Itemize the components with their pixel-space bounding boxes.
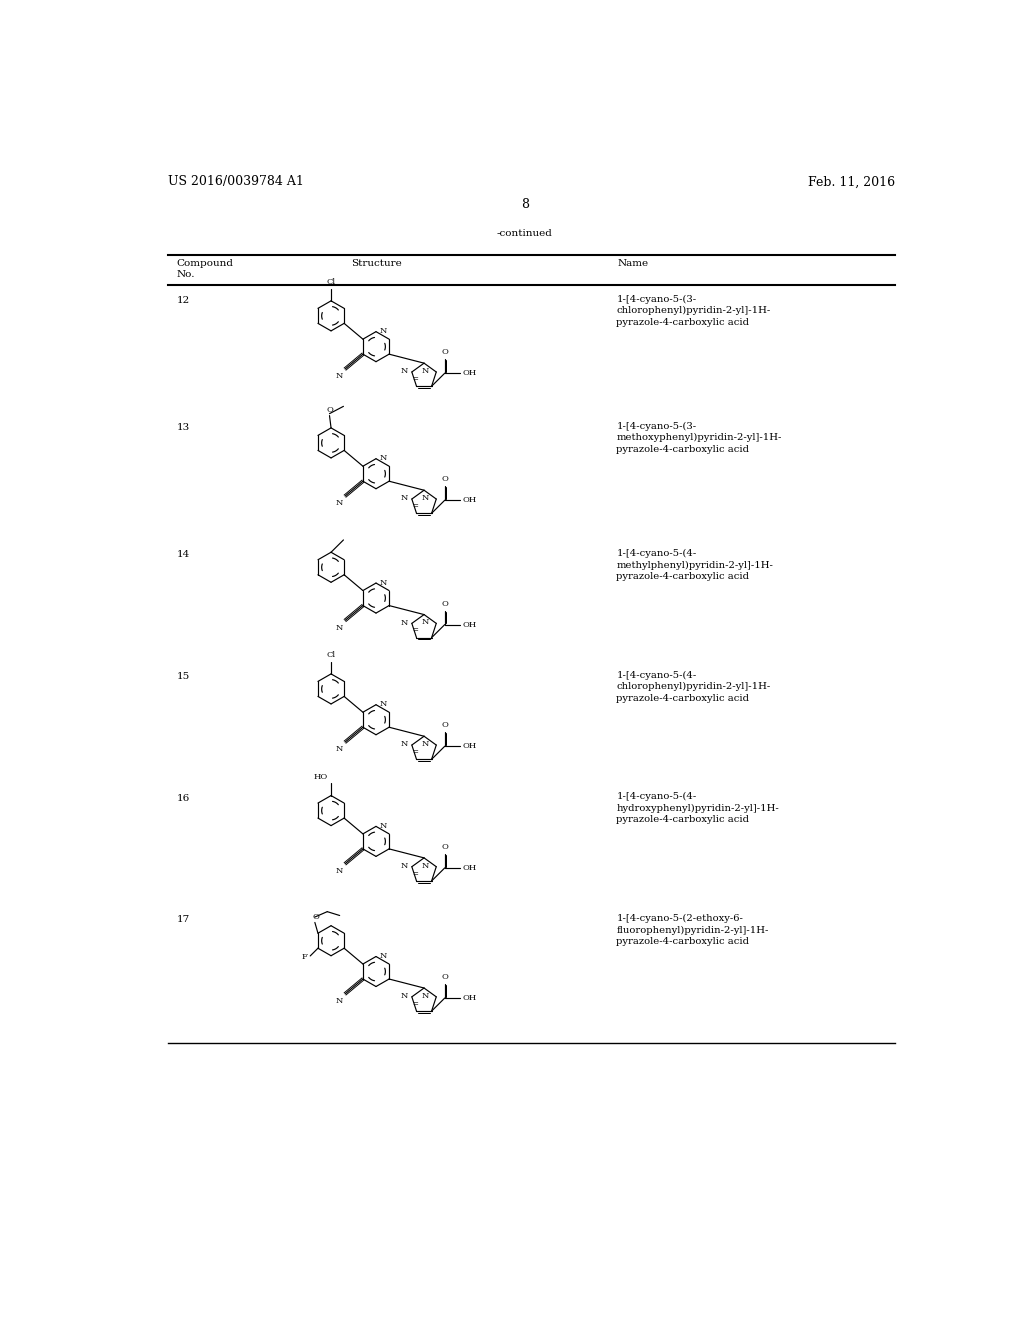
Text: Name: Name [617, 259, 649, 268]
Text: N: N [421, 494, 428, 502]
Text: N: N [400, 862, 408, 870]
Text: N: N [421, 741, 428, 748]
Text: O: O [441, 599, 449, 607]
Text: 1-[4-cyano-5-(4-
methylphenyl)pyridin-2-yl]-1H-
pyrazole-4-carboxylic acid: 1-[4-cyano-5-(4- methylphenyl)pyridin-2-… [616, 549, 773, 581]
Text: US 2016/0039784 A1: US 2016/0039784 A1 [168, 176, 304, 189]
Text: N: N [400, 619, 408, 627]
Text: HO: HO [313, 774, 328, 781]
Text: 1-[4-cyano-5-(3-
chlorophenyl)pyridin-2-yl]-1H-
pyrazole-4-carboxylic acid: 1-[4-cyano-5-(3- chlorophenyl)pyridin-2-… [616, 294, 770, 327]
Text: 1-[4-cyano-5-(3-
methoxyphenyl)pyridin-2-yl]-1H-
pyrazole-4-carboxylic acid: 1-[4-cyano-5-(3- methoxyphenyl)pyridin-2… [616, 422, 781, 454]
Text: N: N [380, 327, 387, 335]
Text: O: O [441, 843, 449, 851]
Text: OH: OH [463, 620, 477, 628]
Text: 14: 14 [177, 550, 190, 560]
Text: N: N [336, 746, 343, 754]
Text: N: N [336, 623, 343, 631]
Text: =: = [413, 1001, 419, 1008]
Text: N: N [380, 701, 387, 709]
Text: Feb. 11, 2016: Feb. 11, 2016 [808, 176, 895, 189]
Text: N: N [400, 993, 408, 1001]
Text: 1-[4-cyano-5-(4-
hydroxyphenyl)pyridin-2-yl]-1H-
pyrazole-4-carboxylic acid: 1-[4-cyano-5-(4- hydroxyphenyl)pyridin-2… [616, 792, 779, 824]
Text: 12: 12 [177, 296, 190, 305]
Text: O: O [441, 973, 449, 981]
Text: 15: 15 [177, 672, 190, 681]
Text: N: N [380, 454, 387, 462]
Text: 1-[4-cyano-5-(4-
chlorophenyl)pyridin-2-yl]-1H-
pyrazole-4-carboxylic acid: 1-[4-cyano-5-(4- chlorophenyl)pyridin-2-… [616, 671, 770, 702]
Text: F: F [301, 953, 307, 961]
Text: OH: OH [463, 496, 477, 504]
Text: Compound
No.: Compound No. [176, 259, 233, 279]
Text: 16: 16 [177, 793, 190, 803]
Text: O: O [441, 348, 449, 356]
Text: N: N [336, 867, 343, 875]
Text: O: O [313, 913, 319, 921]
Text: 8: 8 [521, 198, 528, 211]
Text: Cl: Cl [327, 279, 336, 286]
Text: N: N [400, 494, 408, 503]
Text: -continued: -continued [497, 230, 553, 238]
Text: O: O [441, 721, 449, 730]
Text: N: N [400, 367, 408, 375]
Text: OH: OH [463, 994, 477, 1002]
Text: =: = [413, 375, 419, 383]
Text: N: N [380, 578, 387, 586]
Text: O: O [326, 407, 333, 414]
Text: N: N [421, 618, 428, 627]
Text: 17: 17 [177, 915, 190, 924]
Text: 13: 13 [177, 424, 190, 432]
Text: =: = [413, 870, 419, 878]
Text: N: N [421, 862, 428, 870]
Text: N: N [336, 499, 343, 507]
Text: =: = [413, 627, 419, 635]
Text: N: N [421, 991, 428, 999]
Text: O: O [441, 475, 449, 483]
Text: N: N [400, 741, 408, 748]
Text: =: = [413, 748, 419, 756]
Text: N: N [380, 952, 387, 960]
Text: N: N [380, 822, 387, 830]
Text: OH: OH [463, 370, 477, 378]
Text: OH: OH [463, 863, 477, 873]
Text: Structure: Structure [350, 259, 401, 268]
Text: N: N [421, 367, 428, 375]
Text: N: N [336, 372, 343, 380]
Text: N: N [336, 997, 343, 1005]
Text: Cl: Cl [327, 651, 336, 659]
Text: =: = [413, 502, 419, 510]
Text: 1-[4-cyano-5-(2-ethoxy-6-
fluorophenyl)pyridin-2-yl]-1H-
pyrazole-4-carboxylic a: 1-[4-cyano-5-(2-ethoxy-6- fluorophenyl)p… [616, 913, 769, 946]
Text: OH: OH [463, 742, 477, 750]
